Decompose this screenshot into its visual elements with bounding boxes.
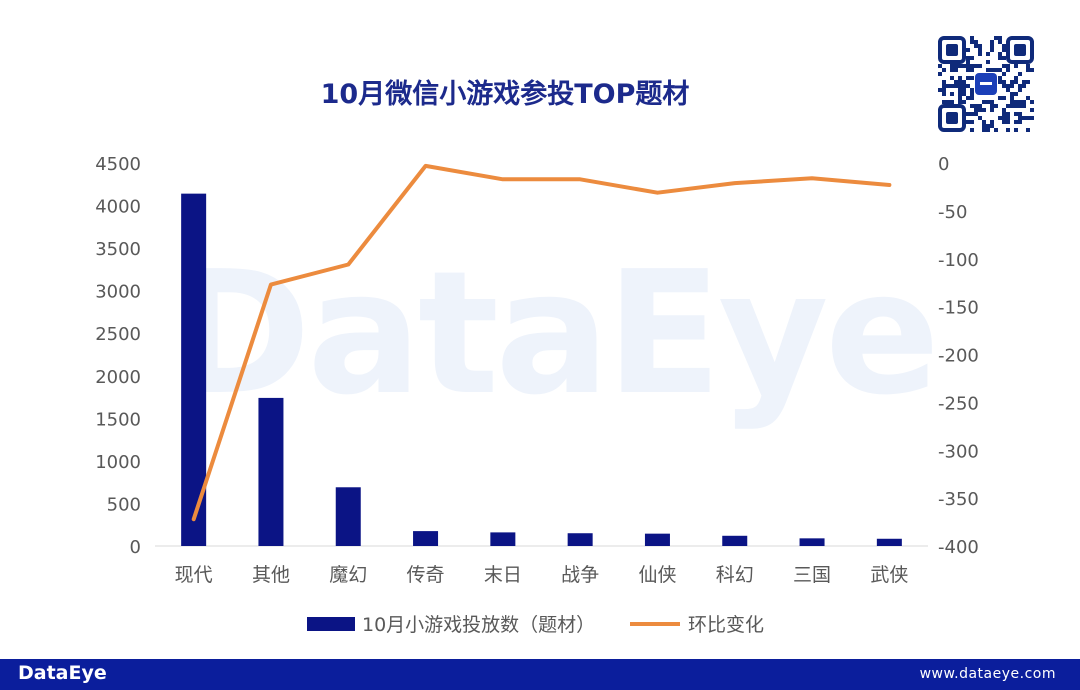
y-left-tick-label: 1000 [95,452,141,473]
x-tick-label: 仙侠 [638,564,676,586]
bar [490,532,516,546]
bar [258,397,284,546]
bar [876,538,902,546]
bar [335,487,361,546]
y-right-tick-label: -350 [938,489,979,510]
x-tick-label: 武侠 [870,564,908,586]
bar [413,531,439,546]
qr-code-icon [938,36,1034,132]
y-left-tick-label: 2500 [95,324,141,345]
x-tick-label: 末日 [484,564,522,586]
y-left-tick-label: 1500 [95,409,141,430]
bar [181,193,207,546]
bar [567,533,593,546]
line-series [191,163,892,522]
x-tick-label: 传奇 [407,564,445,586]
qr-code [938,36,1034,132]
legend-label-bar: 10月小游戏投放数（题材） [362,614,595,636]
chart-title: 10月微信小游戏参投TOP题材 [320,79,690,110]
legend-swatch-bar [307,617,355,631]
bar [799,538,825,546]
watermark: DataEye [170,235,940,433]
x-tick-label: 其他 [252,564,290,586]
chart: 0 500 1000 1500 2000 2500 3000 3500 4000 4500 0 -50… [95,154,979,636]
x-tick-label: 科幻 [716,564,754,586]
y-left-tick-label: 0 [130,537,141,558]
y-left-tick-label: 4500 [95,154,141,175]
x-tick-label: 三国 [793,564,831,586]
y-left-tick-label: 3000 [95,282,141,303]
x-tick-label: 现代 [175,564,213,586]
footer-logo: DataEye [18,662,107,684]
y-left-tick-label: 500 [107,494,141,515]
y-right-tick-label: -150 [938,298,979,319]
y-right-tick-label: -50 [938,202,967,223]
y-right-tick-label: -250 [938,393,979,414]
bar [644,533,670,546]
footer-url[interactable]: www.dataeye.com [919,666,1056,682]
y-left-tick-label: 4000 [95,197,141,218]
x-tick-label: 战争 [561,564,599,586]
footer-bar: DataEye www.dataeye.com [0,659,1080,690]
y-left-tick-label: 3500 [95,239,141,260]
y-right-tick-label: -400 [938,537,979,558]
y-right-tick-label: -100 [938,250,979,271]
x-tick-label: 魔幻 [329,564,367,586]
bar [722,535,748,546]
legend-label-line: 环比变化 [688,614,764,636]
y-right-tick-label: 0 [938,154,949,175]
y-right-tick-label: -300 [938,441,979,462]
y-right-tick-label: -200 [938,346,979,367]
y-left-tick-label: 2000 [95,367,141,388]
